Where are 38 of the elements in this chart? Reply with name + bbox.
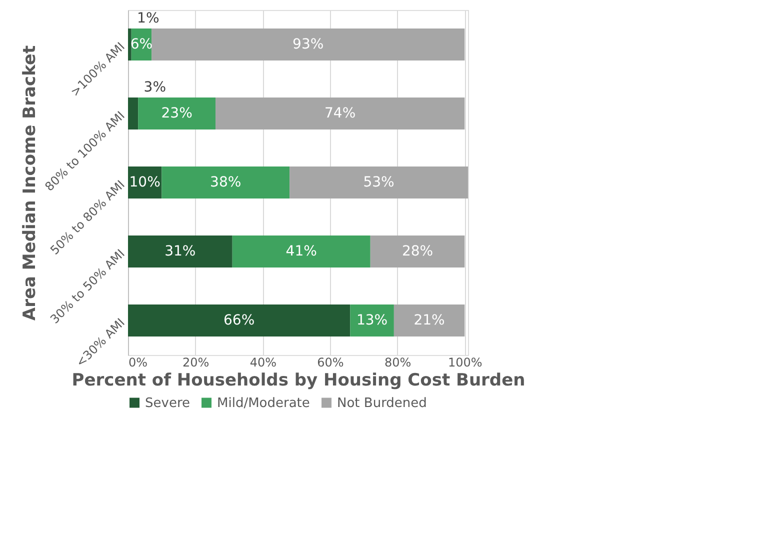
- legend-label: Not Burdened: [337, 396, 427, 411]
- data-label: 10%: [129, 174, 160, 190]
- data-label: 31%: [164, 244, 196, 260]
- bar: [350, 304, 394, 336]
- bar: [152, 28, 465, 60]
- bar: [232, 236, 370, 268]
- bar: [394, 304, 465, 336]
- data-label: 13%: [356, 312, 388, 328]
- y-axis-title: Area Median Income Bracket: [20, 45, 40, 321]
- data-label: 23%: [161, 106, 192, 122]
- data-label: 41%: [286, 244, 317, 260]
- bar: [290, 166, 468, 198]
- data-label: 1%: [137, 10, 160, 26]
- data-label: 21%: [414, 312, 445, 328]
- legend-label: Severe: [145, 396, 190, 411]
- bar: [162, 166, 290, 198]
- data-label: 74%: [324, 106, 356, 122]
- data-label: 66%: [224, 312, 255, 328]
- x-tick-label: 40%: [250, 356, 276, 370]
- bar: [128, 28, 132, 60]
- x-tick-label: 20%: [182, 356, 210, 370]
- x-tick-label: 60%: [317, 356, 344, 370]
- data-label: 28%: [402, 244, 434, 260]
- x-tick-label: 0%: [128, 356, 148, 370]
- data-label: 53%: [363, 174, 394, 190]
- legend-label: Mild/Moderate: [217, 396, 310, 411]
- bar: [128, 98, 138, 130]
- data-label: 38%: [210, 174, 242, 190]
- bar: [138, 98, 216, 130]
- data-label: 93%: [292, 36, 324, 52]
- bar: [216, 98, 465, 130]
- data-label: 3%: [144, 80, 166, 96]
- bar: [128, 236, 232, 268]
- x-axis-title: Percent of Households by Housing Cost Burden: [72, 370, 526, 390]
- x-tick-label: 100%: [448, 356, 482, 370]
- x-tick-label: 80%: [384, 356, 412, 370]
- bar: [128, 304, 350, 336]
- bar: [370, 236, 465, 268]
